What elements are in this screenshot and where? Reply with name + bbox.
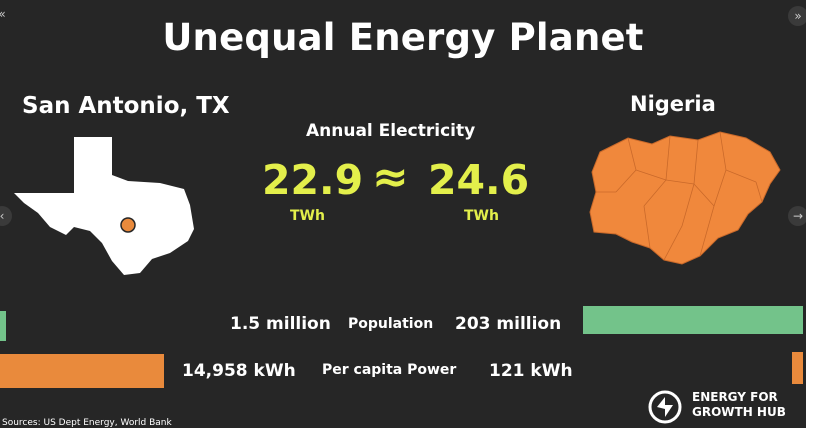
logo-line-1: ENERGY FOR: [692, 390, 778, 404]
per-capita-bar-san-antonio: [0, 354, 164, 388]
infographic-slide: Unequal Energy Planet San Antonio, TX Ni…: [0, 0, 806, 428]
texas-map-icon: [14, 137, 194, 275]
nigeria-electricity-value: 24.6: [428, 156, 530, 204]
energy-for-growth-hub-logo-icon: [648, 390, 682, 424]
population-san-antonio: 1.5 million: [230, 314, 331, 334]
san-antonio-marker: [120, 217, 136, 233]
expand-right-icon[interactable]: »: [788, 6, 806, 26]
nigeria-map-icon: [589, 131, 781, 265]
previous-slide-icon[interactable]: ‹: [0, 206, 12, 226]
per-capita-nigeria: 121 kWh: [489, 361, 573, 381]
per-capita-bar-nigeria: [792, 352, 803, 384]
logo-line-2: GROWTH HUB: [692, 405, 786, 419]
logo-text: ENERGY FOR GROWTH HUB: [692, 390, 786, 420]
population-bar-nigeria: [583, 306, 803, 334]
san-antonio-unit: TWh: [290, 208, 325, 224]
annual-electricity-label: Annual Electricity: [306, 121, 476, 141]
location-label-san-antonio: San Antonio, TX: [22, 93, 230, 119]
per-capita-label: Per capita Power: [322, 362, 457, 378]
next-slide-icon[interactable]: →: [788, 206, 806, 226]
per-capita-san-antonio: 14,958 kWh: [182, 361, 296, 381]
approximately-equal-symbol: ≈: [372, 152, 409, 203]
collapse-left-icon[interactable]: «: [0, 4, 12, 24]
location-label-nigeria: Nigeria: [630, 92, 716, 116]
population-bar-san-antonio: [0, 311, 6, 341]
sources-caption: Sources: US Dept Energy, World Bank: [2, 418, 172, 428]
san-antonio-electricity-value: 22.9: [262, 156, 364, 204]
page-title: Unequal Energy Planet: [162, 16, 644, 59]
population-nigeria: 203 million: [455, 314, 562, 334]
nigeria-unit: TWh: [464, 208, 499, 224]
population-label: Population: [348, 316, 434, 332]
